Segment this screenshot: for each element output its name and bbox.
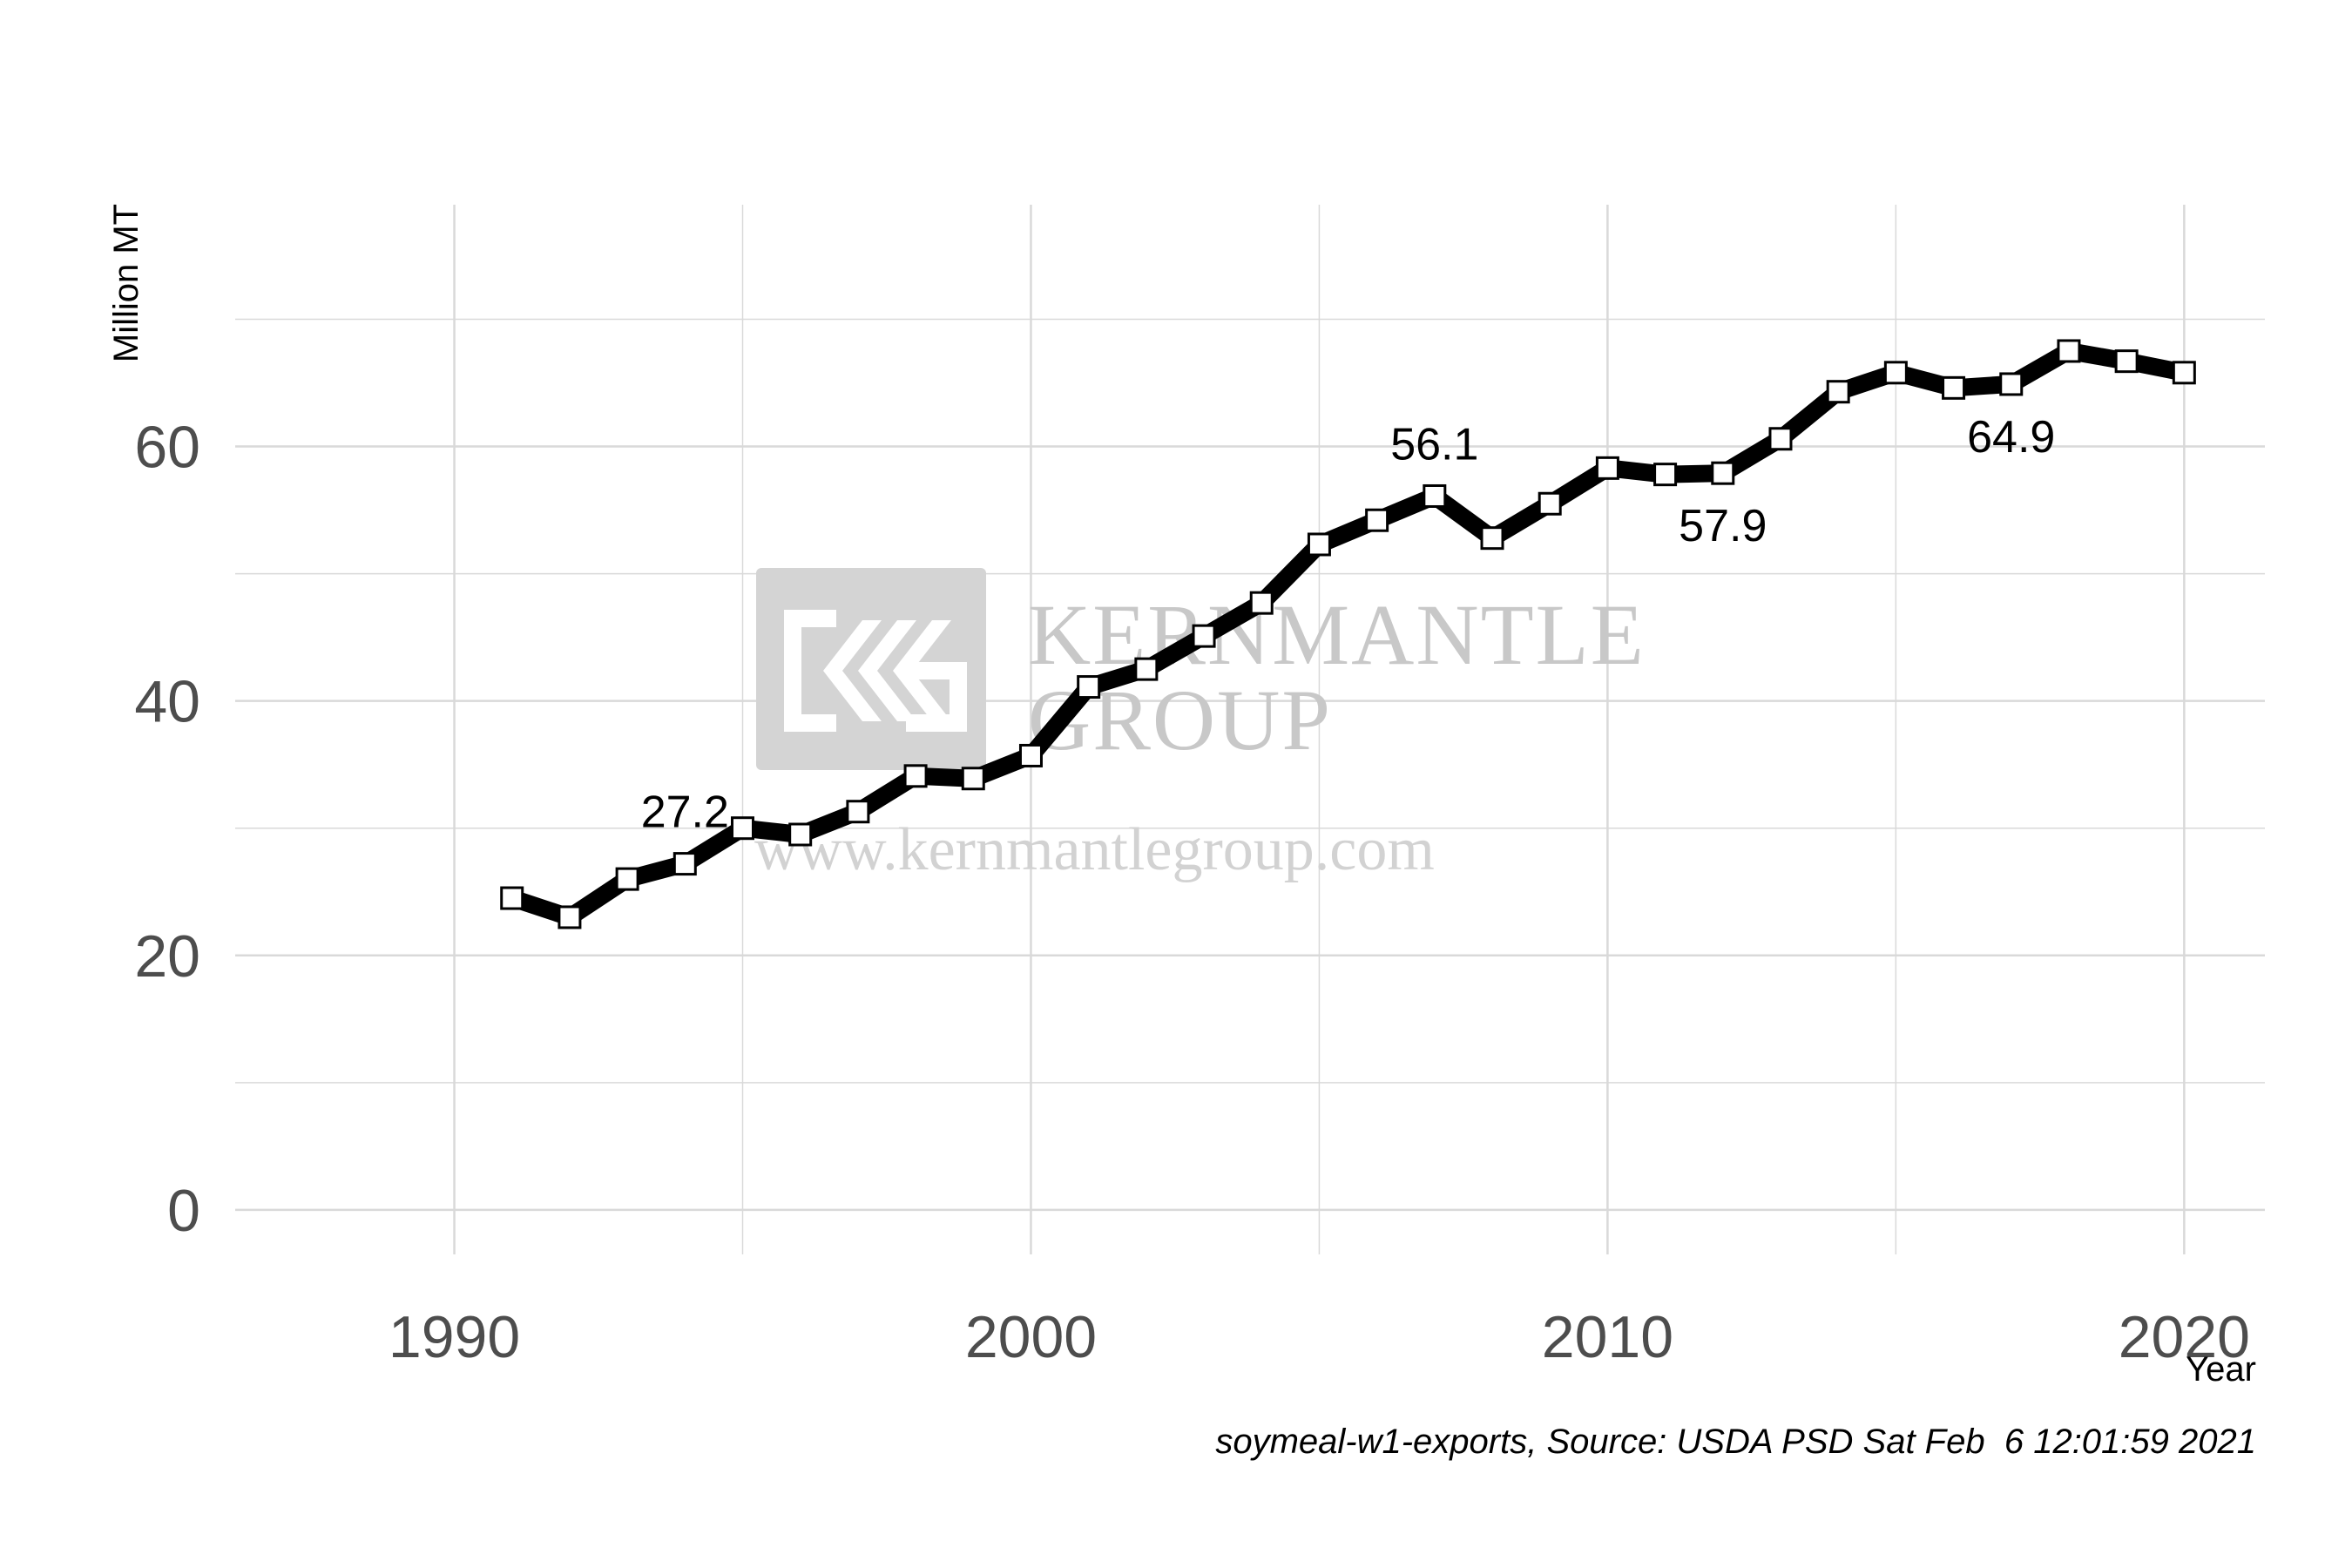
y-tick-label: 40 [134,669,200,735]
data-point-marker [615,867,639,891]
data-point-marker [1653,463,1678,487]
data-point-marker [1018,743,1043,767]
data-point-marker [2114,349,2139,374]
data-point-marker [500,886,524,910]
data-point-marker [1942,375,1966,400]
data-point-marker [1883,361,1908,385]
data-point-marker [1307,532,1331,557]
y-axis-label: Million MT [107,204,145,362]
y-tick-label: 60 [134,415,200,481]
watermark-url: www.kernmantlegroup.com [754,816,1435,883]
data-point-marker [1826,380,1850,404]
chart-caption: soymeal-w1-exports, Source: USDA PSD Sat… [1215,1423,2256,1461]
data-point-marker [558,905,582,929]
data-point-marker [1365,508,1389,532]
data-point-marker [1249,591,1274,615]
data-point-marker [788,822,813,847]
x-axis-ticks: 1990 2000 2010 2020 [389,1304,2250,1370]
data-point-marker [961,767,985,791]
data-labels: 27.2 56.1 57.9 64.9 [641,412,2056,838]
y-tick-label: 0 [167,1178,200,1244]
data-point-marker [731,816,754,841]
data-point-marker [1595,456,1619,480]
data-point-marker [2172,361,2196,385]
x-axis-label: Year [2186,1350,2256,1389]
data-point-marker [903,764,928,788]
series-markers [500,339,2196,929]
data-label: 64.9 [1967,412,2055,463]
x-tick-label: 2020 [2119,1304,2250,1370]
data-point-marker [1538,491,1562,516]
data-label: 56.1 [1390,419,1478,470]
data-point-marker [1711,461,1735,485]
x-tick-label: 2010 [1542,1304,1673,1370]
data-point-marker [1134,657,1159,681]
data-point-marker [1192,624,1216,648]
data-point-marker [672,852,697,876]
data-point-marker [1768,427,1793,451]
watermark-company-line2: GROUP [1028,672,1332,768]
kernmantle-watermark: KERNMANTLE GROUP www.kernmantlegroup.com [754,568,1644,883]
data-point-marker [1999,372,2024,396]
watermark-logo-icon [784,610,967,732]
data-point-marker [1480,526,1504,551]
data-point-marker [2057,339,2081,363]
data-point-marker [846,800,870,824]
data-label: 57.9 [1679,501,1767,551]
data-point-marker [1423,483,1447,508]
x-tick-label: 1990 [389,1304,520,1370]
data-point-marker [1077,675,1101,700]
y-axis-ticks: 0 20 40 60 [134,415,200,1244]
x-tick-label: 2000 [965,1304,1097,1370]
data-label: 27.2 [641,787,729,838]
y-tick-label: 20 [134,923,200,990]
